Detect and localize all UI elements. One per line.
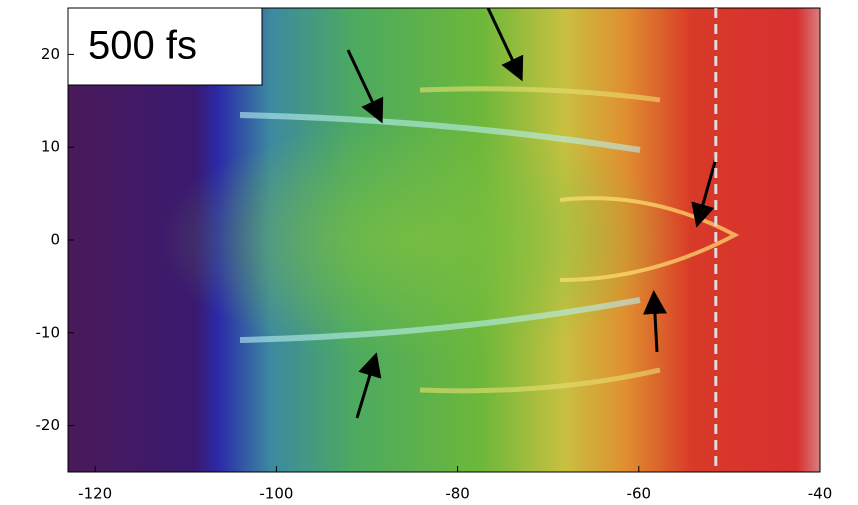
chart: 500 fs -120-100-80-60-40-20-1001020 (0, 0, 858, 505)
x-tick-label: -120 (78, 485, 112, 503)
y-tick-label: 10 (41, 138, 60, 156)
y-tick-label: 0 (50, 231, 60, 249)
y-tick-label: -10 (36, 323, 61, 341)
field-image (160, 120, 680, 360)
x-tick-label: -40 (808, 485, 833, 503)
x-tick-label: -80 (445, 485, 470, 503)
x-tick-label: -100 (259, 485, 293, 503)
y-tick-label: -20 (36, 416, 61, 434)
x-tick-label: -60 (627, 485, 652, 503)
annotation: 500 fs (88, 24, 197, 68)
y-tick-label: 20 (41, 45, 60, 63)
